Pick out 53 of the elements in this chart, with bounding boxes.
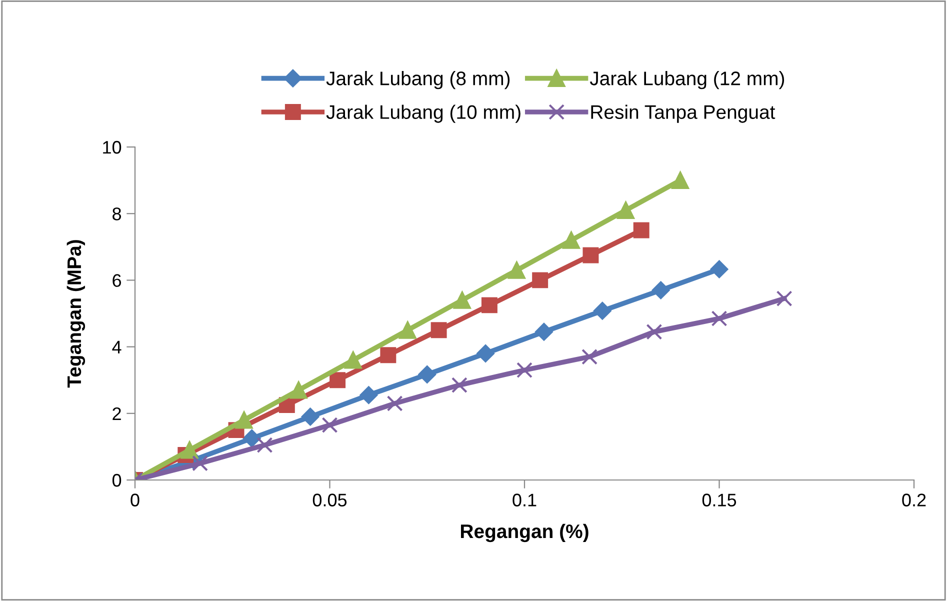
point xyxy=(344,351,362,369)
x-tick-label: 0.15 xyxy=(702,494,736,506)
point xyxy=(301,408,320,426)
point xyxy=(322,417,338,434)
y-axis-title: Tegangan (MPa) xyxy=(66,240,86,388)
point xyxy=(532,272,548,288)
legend-label: Jarak Lubang (12 mm) xyxy=(590,71,784,90)
point xyxy=(330,372,346,388)
point xyxy=(290,381,308,399)
point xyxy=(652,281,670,300)
point xyxy=(180,441,198,459)
x-tick-label: 0 xyxy=(130,494,140,506)
point xyxy=(256,437,273,454)
point xyxy=(617,202,634,219)
point xyxy=(476,344,494,362)
legend-label: Resin Tanpa Penguat xyxy=(591,104,776,123)
point xyxy=(360,386,378,404)
y-tick-label: 2 xyxy=(112,407,121,420)
point xyxy=(508,262,526,279)
point xyxy=(582,247,599,264)
point xyxy=(633,222,650,238)
point xyxy=(646,324,662,340)
point xyxy=(398,321,416,339)
legend-label: Jarak Lubang (8 mm) xyxy=(326,71,510,90)
point xyxy=(481,297,498,314)
point xyxy=(710,260,728,278)
point xyxy=(451,377,468,394)
y-tick-label: 6 xyxy=(112,274,122,287)
y-tick-label: 8 xyxy=(112,208,122,220)
point xyxy=(418,366,436,384)
point xyxy=(453,291,471,309)
x-tick-label: 0.05 xyxy=(312,494,347,506)
point xyxy=(672,172,689,189)
point xyxy=(711,310,728,326)
point xyxy=(776,290,792,307)
x-tick-label: 0.1 xyxy=(512,494,536,506)
point xyxy=(430,322,447,338)
y-tick-label: 4 xyxy=(112,340,122,354)
point xyxy=(235,411,253,429)
point xyxy=(242,429,261,448)
y-tick-label: 10 xyxy=(103,140,122,154)
x-axis-title: Regangan (%) xyxy=(460,524,588,542)
x-tick-label: 0.2 xyxy=(902,494,926,506)
point xyxy=(516,362,532,378)
point xyxy=(386,395,403,412)
point xyxy=(380,347,396,364)
point xyxy=(192,455,208,472)
point xyxy=(535,322,553,341)
y-tick-label: 0 xyxy=(112,474,122,487)
point xyxy=(562,232,580,249)
point xyxy=(582,348,598,365)
point xyxy=(594,302,612,320)
legend-label: Jarak Lubang (10 mm) xyxy=(326,104,520,123)
